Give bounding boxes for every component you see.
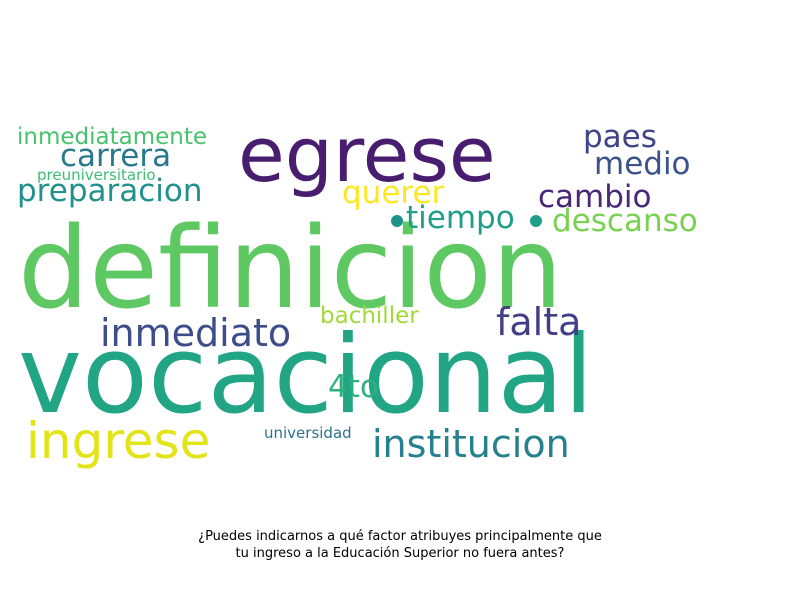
word-ingrese: ingrese xyxy=(26,412,211,470)
word-vocacional: vocacional xyxy=(18,313,594,438)
word-preuniversitario: preuniversitario xyxy=(37,166,156,184)
chart-caption: ¿Puedes indicarnos a qué factor atribuye… xyxy=(0,528,800,562)
word-falta: falta xyxy=(496,300,582,344)
word-inmediatamente: inmediatamente xyxy=(17,124,208,150)
word-inmediato: inmediato xyxy=(100,311,292,355)
word-preparacion: preparacion xyxy=(17,173,203,209)
caption-line-1: ¿Puedes indicarnos a qué factor atribuye… xyxy=(198,529,602,544)
word-egrese: egrese xyxy=(238,110,496,199)
word-carrera: carrera xyxy=(60,138,172,174)
word-querer: querer xyxy=(342,175,445,211)
decorative-dot-1 xyxy=(391,215,403,227)
decorative-dot-2 xyxy=(530,215,542,227)
word-tiempo: tiempo xyxy=(406,200,515,236)
word-definicion: definicion xyxy=(18,204,563,334)
word-cambio: cambio xyxy=(538,179,652,215)
word-medio: medio xyxy=(594,146,691,182)
word-paes: paes xyxy=(583,119,657,155)
word-universidad: universidad xyxy=(264,424,352,442)
word-bachiller: bachiller xyxy=(320,303,419,329)
caption-line-2: tu ingreso a la Educación Superior no fu… xyxy=(235,546,565,561)
word-4to: 4to xyxy=(328,369,379,405)
word-institucion: institucion xyxy=(372,422,570,466)
word-descanso: descanso xyxy=(552,203,698,239)
